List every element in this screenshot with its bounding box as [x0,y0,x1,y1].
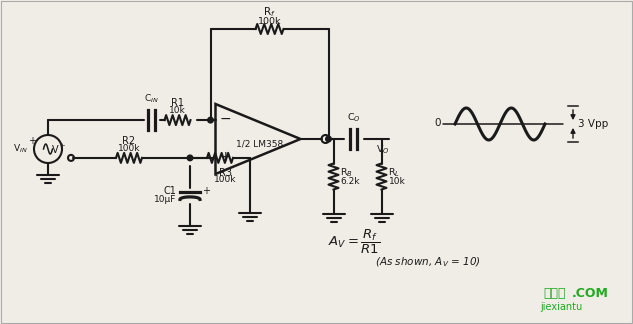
Text: 1/2 LM358: 1/2 LM358 [236,140,284,148]
Text: V$^+$: V$^+$ [51,143,66,156]
Text: V$_O$: V$_O$ [375,144,389,156]
Text: V$_{IN}$: V$_{IN}$ [13,143,28,155]
Circle shape [208,117,213,123]
Text: 0: 0 [434,118,441,128]
Text: C$_O$: C$_O$ [347,111,360,124]
Text: +: + [202,186,210,196]
Text: (As shown, A$_V$ = 10): (As shown, A$_V$ = 10) [375,255,481,269]
Text: 10k: 10k [389,177,405,186]
Text: C$_{IN}$: C$_{IN}$ [144,93,159,105]
Text: 接线图: 接线图 [543,287,565,300]
Text: .COM: .COM [572,287,609,300]
Text: R3: R3 [218,168,232,178]
Text: R2: R2 [122,136,135,146]
Text: R1: R1 [171,98,184,108]
Text: R$_L$: R$_L$ [389,166,401,179]
Text: $A_V = \dfrac{R_f}{R1}$: $A_V = \dfrac{R_f}{R1}$ [328,228,380,256]
Text: 3 Vpp: 3 Vpp [578,119,608,129]
Text: R$_B$: R$_B$ [341,166,353,179]
Text: R$_f$: R$_f$ [263,5,276,19]
Text: 10μF: 10μF [154,195,176,204]
Text: +: + [220,150,231,164]
Text: −: − [220,112,231,126]
Text: +: + [28,136,36,146]
Text: 100k: 100k [118,144,141,153]
Text: jiexiantu: jiexiantu [540,302,582,312]
Text: 100k: 100k [214,175,236,184]
Circle shape [187,155,193,161]
Text: 10k: 10k [169,106,186,115]
Circle shape [326,136,331,142]
Text: 100k: 100k [258,17,281,26]
Text: 6.2k: 6.2k [341,177,360,186]
Text: C1: C1 [163,186,176,196]
